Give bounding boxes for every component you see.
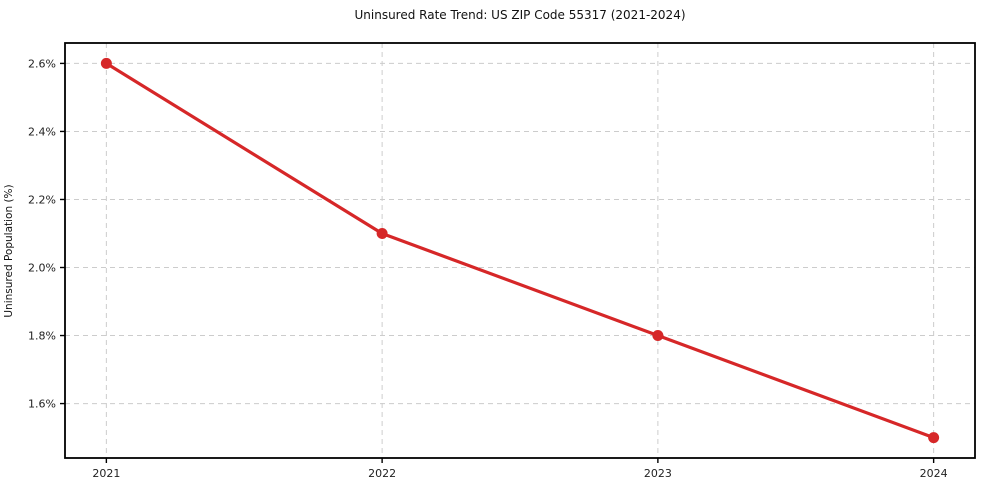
y-tick-label: 2.0% — [28, 262, 56, 275]
data-point-marker — [100, 57, 112, 69]
chart-title: Uninsured Rate Trend: US ZIP Code 55317 … — [354, 8, 686, 22]
x-tick-label: 2024 — [920, 467, 948, 480]
y-tick-label: 2.6% — [28, 57, 56, 70]
y-tick-label: 1.6% — [28, 398, 56, 411]
x-tick-label: 2021 — [92, 467, 120, 480]
series-line — [104, 61, 936, 440]
data-point-marker — [928, 432, 940, 444]
data-point-marker — [652, 330, 664, 342]
y-tick-label: 2.4% — [28, 125, 56, 138]
y-tick-label: 2.2% — [28, 193, 56, 206]
y-axis-label: Uninsured Population (%) — [3, 184, 15, 318]
x-tick-label: 2023 — [644, 467, 672, 480]
x-tick-label: 2022 — [368, 467, 396, 480]
data-point-marker — [376, 227, 388, 239]
plot-border — [64, 42, 976, 459]
y-tick-label: 1.8% — [28, 330, 56, 343]
